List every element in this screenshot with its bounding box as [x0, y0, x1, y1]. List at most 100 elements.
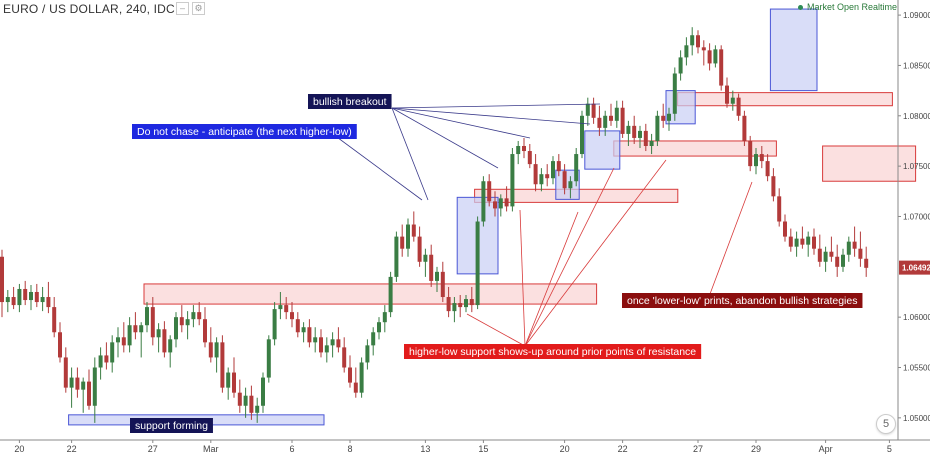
- candle-body: [609, 115, 613, 121]
- candle-body: [330, 339, 335, 346]
- candle-body: [440, 271, 445, 298]
- candle-body: [539, 174, 544, 185]
- candle-body: [458, 303, 463, 308]
- candle-body: [75, 377, 80, 390]
- higher-low-pointer-line: [524, 167, 615, 347]
- candle-body: [214, 342, 219, 358]
- candle-body: [667, 113, 671, 121]
- candle-body: [678, 57, 683, 74]
- candle-body: [58, 332, 62, 358]
- y-tick-label: 1.09000: [903, 11, 930, 20]
- resistance-support-zone: [822, 145, 917, 182]
- label-bullish-breakout-box: [308, 94, 392, 109]
- candle-body: [17, 288, 22, 306]
- candle-body: [290, 312, 294, 320]
- candle-body: [504, 198, 509, 207]
- candle-body: [237, 392, 242, 406]
- anticipate-pointer-line: [329, 131, 423, 201]
- candle-body: [771, 176, 776, 197]
- candle-body: [568, 181, 573, 189]
- annotation-labels-layer: bullish breakout Do not chase - anticipat…: [130, 94, 863, 433]
- candle-body: [174, 317, 178, 340]
- candle-body: [127, 325, 132, 346]
- x-tick-label: 6: [289, 444, 294, 454]
- candle-body: [313, 337, 318, 343]
- candle-body: [446, 297, 451, 312]
- candle-body: [788, 236, 793, 247]
- candle-body: [620, 107, 625, 134]
- candle-body: [429, 254, 434, 281]
- status-dot-icon: [797, 5, 803, 11]
- breakout-pointer-line: [391, 107, 429, 201]
- candle-body: [203, 319, 207, 343]
- candle-body: [841, 254, 845, 267]
- breakout-zone: [584, 130, 621, 170]
- candle-body: [655, 115, 660, 141]
- candle-body: [359, 362, 364, 393]
- candle-body: [469, 299, 474, 306]
- zones-layer: [68, 8, 917, 426]
- pointer-lines-layer: [329, 103, 753, 347]
- candle-body: [226, 372, 231, 388]
- x-tick-label: 15: [478, 444, 488, 454]
- candle-body: [533, 164, 538, 185]
- candle-body: [574, 154, 579, 182]
- candle-body: [319, 337, 323, 353]
- candle-body: [150, 307, 155, 338]
- higher-low-pointer-line: [524, 159, 667, 347]
- candle-body: [255, 405, 260, 413]
- candle-body: [261, 377, 265, 406]
- x-tick-label: 27: [148, 444, 158, 454]
- scroll-to-realtime-button[interactable]: 5: [876, 414, 896, 434]
- candle-body: [806, 236, 811, 245]
- candle-body: [696, 35, 700, 48]
- candle-body: [34, 291, 39, 303]
- candle-body: [278, 305, 283, 310]
- x-tick-label: 20: [560, 444, 570, 454]
- candle-body: [481, 181, 486, 222]
- x-tick-label: 5: [887, 444, 892, 454]
- x-tick-label: Apr: [819, 444, 833, 454]
- candle-body: [643, 130, 648, 146]
- higher-low-pointer-line: [519, 209, 526, 347]
- last-price-badge: [899, 260, 930, 275]
- candle-body: [232, 372, 236, 393]
- candle-body: [29, 291, 33, 301]
- label-anticipate-text: Do not chase - anticipate (the next high…: [137, 126, 352, 138]
- candle-body: [40, 297, 45, 303]
- candle-body: [858, 248, 863, 259]
- candle-body: [116, 337, 120, 343]
- breakout-pointer-line: [391, 103, 601, 109]
- settings-icon[interactable]: ⚙: [192, 2, 205, 15]
- header-tools[interactable]: – ⚙: [176, 2, 208, 15]
- x-tick-label: 27: [693, 444, 703, 454]
- higher-low-pointer-line: [524, 211, 579, 347]
- candle-body: [266, 339, 271, 378]
- candle-body: [104, 355, 109, 363]
- label-support-forming-box: [130, 418, 213, 433]
- label-lower-low-box: [622, 293, 863, 308]
- breakout-zone: [555, 169, 580, 200]
- symbol-title: EURO / US DOLLAR, 240, IDC: [3, 2, 175, 16]
- breakout-pointer-line: [391, 107, 531, 139]
- candle-body: [614, 107, 619, 121]
- candle-body: [179, 317, 184, 326]
- candle-body: [730, 97, 735, 104]
- candle-body: [110, 342, 115, 363]
- candle-body: [487, 181, 492, 202]
- hide-icon[interactable]: –: [176, 2, 189, 15]
- candle-body: [23, 288, 28, 301]
- candle-body: [145, 307, 149, 326]
- candle-body: [777, 196, 782, 222]
- candle-body: [551, 161, 555, 179]
- breakout-pointer-line: [391, 107, 591, 125]
- candle-body: [336, 339, 341, 348]
- candles-layer: [0, 27, 869, 423]
- candle-body: [846, 241, 851, 255]
- candle-body: [742, 115, 747, 141]
- higher-low-pointer-line: [466, 313, 526, 347]
- candle-body: [191, 312, 196, 320]
- label-higher-low-text: higher-low support shows-up around prior…: [409, 346, 696, 358]
